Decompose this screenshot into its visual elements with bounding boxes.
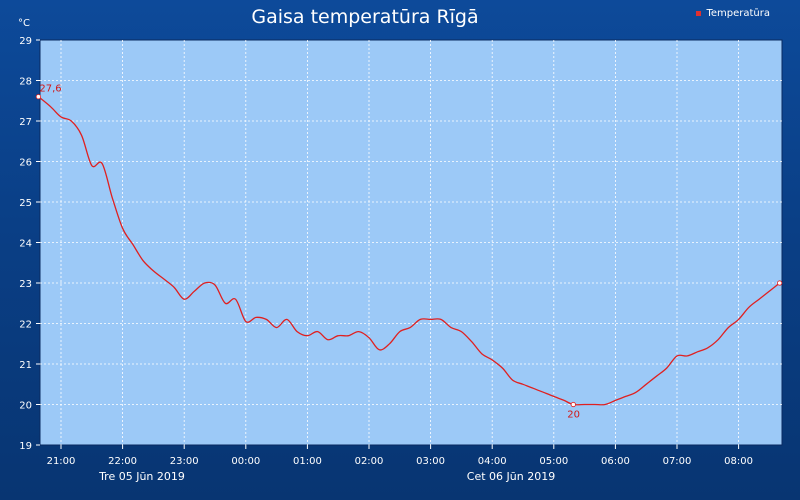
legend-label: Temperatūra <box>706 8 770 19</box>
x-tick-label: 06:00 <box>601 456 630 467</box>
annotation-point <box>570 401 576 408</box>
y-tick-label: 25 <box>19 198 32 209</box>
series-end-point <box>777 280 783 286</box>
annotation-point <box>35 94 42 100</box>
y-tick-label: 20 <box>19 401 32 412</box>
x-tick-label: 23:00 <box>170 456 199 467</box>
date-label: Tre 05 Jūn 2019 <box>98 470 185 483</box>
y-tick-label: 28 <box>19 77 32 88</box>
series-line <box>37 96 781 406</box>
x-tick-label: 21:00 <box>47 456 76 467</box>
x-tick-label: 01:00 <box>293 456 322 467</box>
annotation-label: 20 <box>567 410 580 421</box>
date-label: Cet 06 Jūn 2019 <box>467 470 555 483</box>
chart-title: Gaisa temperatūra Rīgā <box>251 6 479 28</box>
plot-area <box>39 39 783 446</box>
x-tick-label: 05:00 <box>539 456 568 467</box>
y-tick-label: 19 <box>19 441 32 452</box>
x-tick-label: 03:00 <box>416 456 445 467</box>
x-tick-label: 07:00 <box>663 456 692 467</box>
x-tick-label: 08:00 <box>724 456 753 467</box>
y-tick-label: 27 <box>19 117 32 128</box>
annotation-label: 27,6 <box>39 84 61 95</box>
y-tick-label: 29 <box>19 36 32 47</box>
x-tick-label: 04:00 <box>478 456 507 467</box>
x-tick-label: 22:00 <box>108 456 137 467</box>
x-tick-label: 02:00 <box>355 456 384 467</box>
y-tick-label: 24 <box>19 239 32 250</box>
x-tick-label: 00:00 <box>231 456 260 467</box>
y-tick-label: 22 <box>19 320 32 331</box>
y-unit-label: °C <box>18 18 30 29</box>
y-tick-label: 23 <box>19 279 32 290</box>
y-tick-label: 21 <box>19 360 32 371</box>
legend: Temperatūra <box>696 8 770 19</box>
y-tick-label: 26 <box>19 158 32 169</box>
legend-swatch <box>696 11 702 16</box>
